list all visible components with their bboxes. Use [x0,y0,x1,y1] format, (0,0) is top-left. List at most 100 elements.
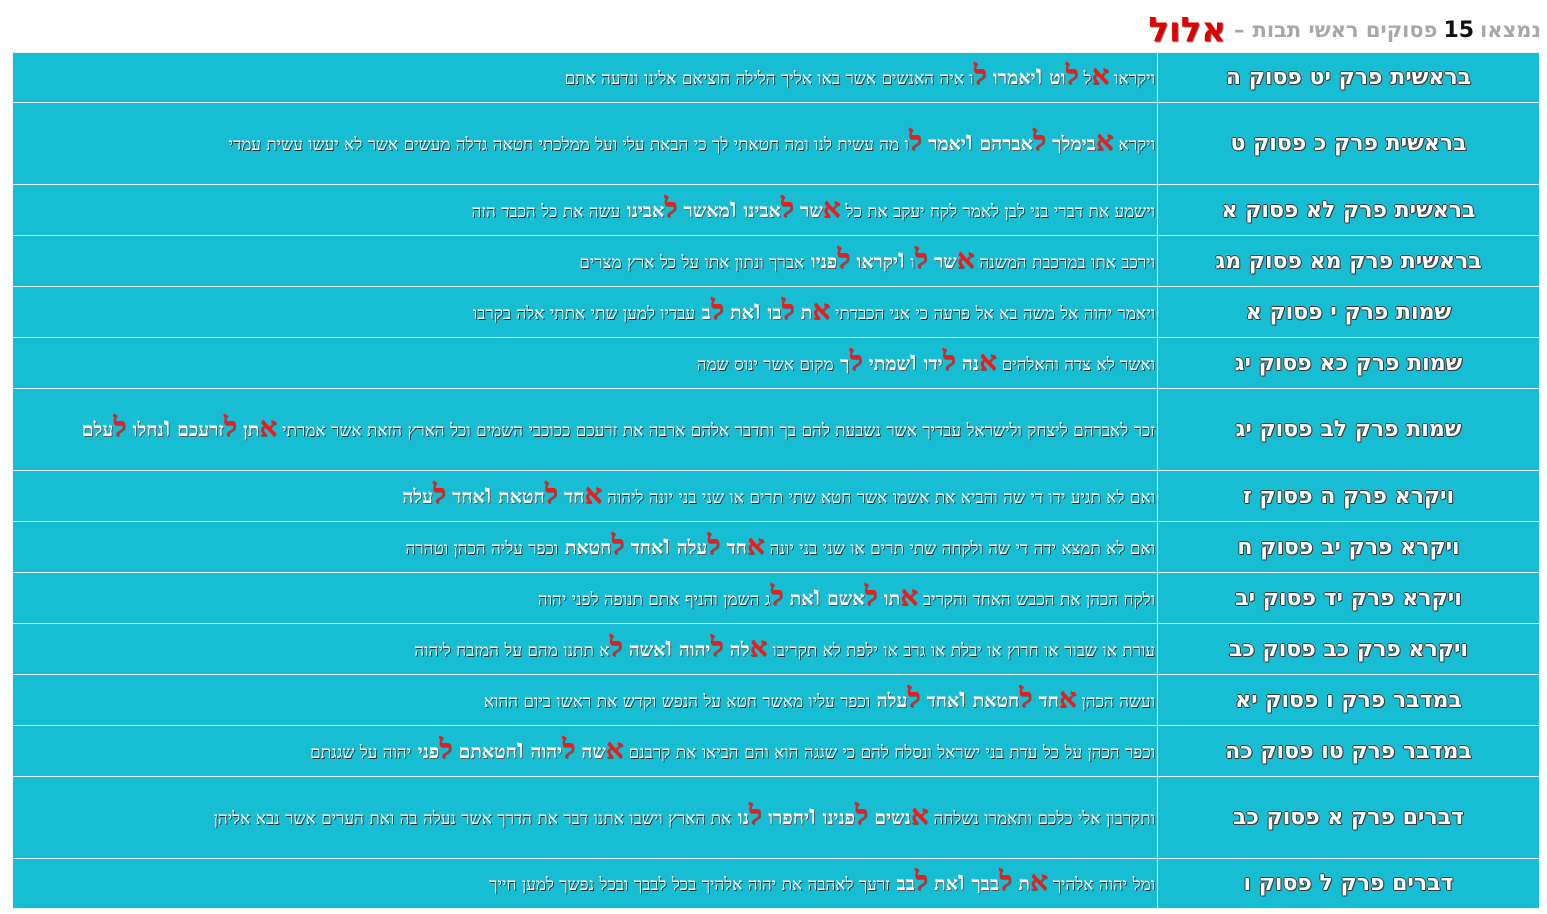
highlighted-letter: א [956,243,975,275]
highlighted-word: פניו [804,250,838,273]
verse-segment: ויאמר יהוה אל משה בא אל פרעה כי אני הכבד… [829,303,1155,324]
highlighted-vav: ו [1035,60,1043,91]
highlighted-vav: ו [898,243,905,275]
highlighted-vav: ו [663,529,671,561]
highlighted-letter: ל [942,345,956,377]
verse-text: ויאמר יהוה אל משה בא אל פרעה כי אני הכבד… [12,286,1158,338]
highlighted-word: אשם [820,587,865,610]
verse-reference: ויקרא פרק כב פסוק כב [1157,623,1540,675]
verse-segment: ולקח הכהן את הכבש האחד והקריב [917,589,1155,610]
highlighted-word: חטאת [558,536,612,559]
verse-segment: זרעך לאהבה את יהוה אלהיך בכל לבבך ובכל נ… [489,875,890,895]
highlighted-vav: ו [957,866,965,897]
highlighted-word: פני [411,740,440,763]
highlighted-letter: ל [864,580,878,612]
verse-text: ועשה הכהן אחד לחטאת ואחד לעלה וכפר עליו … [12,674,1158,726]
highlighted-word: עלם [81,419,114,441]
highlighted-word: בימלך [1045,133,1096,155]
highlighted-letter: ל [907,682,920,714]
highlighted-letter: א [749,631,767,663]
highlighted-letter: ל [973,60,987,91]
table-row: שמות פרק לב פסוק יג זכר לאברהם ליצחק וליש… [12,388,1540,471]
highlighted-letter: ל [611,529,624,561]
verse-segment: עשה את כל הכבד הזה [471,201,621,222]
highlighted-word: נה [955,352,979,375]
table-row: ויקרא פרק יב פסוק ח ואם לא תמצא ידה די שה… [12,521,1540,573]
table-row: בראשית פרק כ פסוק ט ויקרא אבימלך לאברהם ו… [12,102,1540,185]
verse-segment: ו [904,252,915,273]
highlighted-word: את [783,587,814,610]
verse-segment: אברך ונתון אתו על כל ארץ מצרים [579,252,805,273]
verse-segment: וישמע את דברי בני לבן לאמר לקח יעקב את כ… [840,201,1155,222]
verse-text: וכפר הכהן על כל עדת בני ישראל ונסלח להם … [12,725,1158,777]
verse-segment: ויקרא [1113,135,1155,155]
highlighted-word: אחד [623,536,664,559]
highlighted-vav: ו [965,126,973,157]
verse-reference: דברים פרק ל פסוק ו [1157,858,1540,909]
highlighted-letter: א [1091,60,1109,91]
verse-reference: שמות פרק כא פסוק יג [1157,337,1540,389]
highlighted-word: שר [793,199,823,222]
highlighted-letter: ל [914,866,928,897]
highlighted-letter: ל [780,192,794,224]
highlighted-letter: ל [855,800,868,831]
highlighted-letter: ל [710,631,724,663]
highlighted-word: את [927,873,958,895]
verse-segment: יהוה על שגגתם [310,742,412,763]
highlighted-word: עלה [670,536,708,559]
verse-segment: עבדיו למען שתי אתתי אלה בקרבו [472,303,696,324]
highlighted-letter: ל [609,631,623,663]
highlighted-letter: ל [914,243,928,275]
highlighted-word: יהוה [672,638,711,661]
highlighted-word: יהוה [523,740,563,763]
highlighted-vav: ו [484,478,492,510]
highlighted-word: יחפרו [761,807,809,829]
highlighted-word: חד [557,485,585,508]
verse-text: ואשר לא צדה והאלהים אנה לידו ושמתי לך מק… [12,337,1158,389]
table-row: במדבר פרק ו פסוק יא ועשה הכהן אחד לחטאת ו… [12,674,1540,726]
table-row: במדבר פרק טו פסוק כה וכפר הכהן על כל עדת … [12,725,1540,777]
verse-text: וישמע את דברי בני לבן לאמר לקח יעקב את כ… [12,184,1158,236]
table-row: ויקרא פרק כב פסוק כב עורת או שבור או חרוץ… [12,623,1540,675]
highlighted-word: בב [889,873,915,895]
highlighted-letter: ל [707,529,720,561]
highlighted-word: אשה [622,638,666,661]
verse-text: ויקרא אבימלך לאברהם ויאמר לו מה עשית לנו… [12,102,1158,185]
highlighted-vav: ו [813,580,821,612]
verse-segment: א תתנו מהם על המזבח ליהוה [414,640,610,661]
highlighted-letter: ל [748,800,762,831]
highlighted-letter: א [1095,126,1114,157]
table-row: שמות פרק י פסוק א ויאמר יהוה אל משה בא אל… [12,286,1540,338]
highlighted-vav: ו [753,294,761,326]
verse-segment: את הארץ וישבו אתנו דבר את הדרך אשר נעלה … [213,809,732,829]
verse-segment: זכר לאברהם ליצחק ולישראל עבדיך אשר נשבעת… [276,421,1155,441]
highlighted-word: חד [1031,689,1059,712]
verse-segment: ועשה הכהן [1076,691,1155,712]
highlighted-word: יאמר [921,133,966,155]
verse-text: ויקראו אל לוט ויאמרו לו איה האנשים אשר ב… [12,52,1158,103]
table-row: דברים פרק א פסוק כב ותקרבון אלי כלכם ותאמ… [12,776,1540,859]
verse-segment: ג השמן והניף אתם תנופה לפני יהוה [537,589,771,610]
highlighted-word: ידו [916,352,943,375]
verse-segment: ו איה האנשים אשר באו אליך הלילה הוציאם א… [564,69,974,89]
verse-text: ותקרבון אלי כלכם ותאמרו נשלחה אנשים לפני… [12,776,1158,859]
highlighted-word: חטאת [966,689,1020,712]
highlighted-letter: א [605,733,624,765]
verse-reference: בראשית פרק לא פסוק א [1157,184,1540,236]
verse-segment: וירכב אתו במרכבת המשנה [974,252,1156,273]
verse-reference: בראשית פרק יט פסוק ה [1157,52,1540,103]
results-count: 15 [1443,17,1475,43]
highlighted-letter: ל [1065,60,1079,91]
highlighted-letter: ל [770,580,784,612]
highlighted-word: עלה [402,485,433,508]
verse-segment: וכפר עליו מאשר חטא על הנפש וקדש את ראשו … [483,691,871,712]
highlighted-word: לה [723,638,750,661]
highlighted-letter: ל [1032,126,1046,157]
verse-segment: ומל יהוה אלהיך [1047,875,1155,895]
header-label: פסוקים ראשי תבות [1252,18,1438,42]
highlighted-vav: ו [729,192,737,224]
header-prefix: נמצאו [1480,18,1541,42]
table-row: בראשית פרק מא פסוק מג וירכב אתו במרכבת המ… [12,235,1540,287]
highlighted-word: ת [794,301,813,324]
verse-segment: מקום אשר ינוס שמה [696,354,834,375]
